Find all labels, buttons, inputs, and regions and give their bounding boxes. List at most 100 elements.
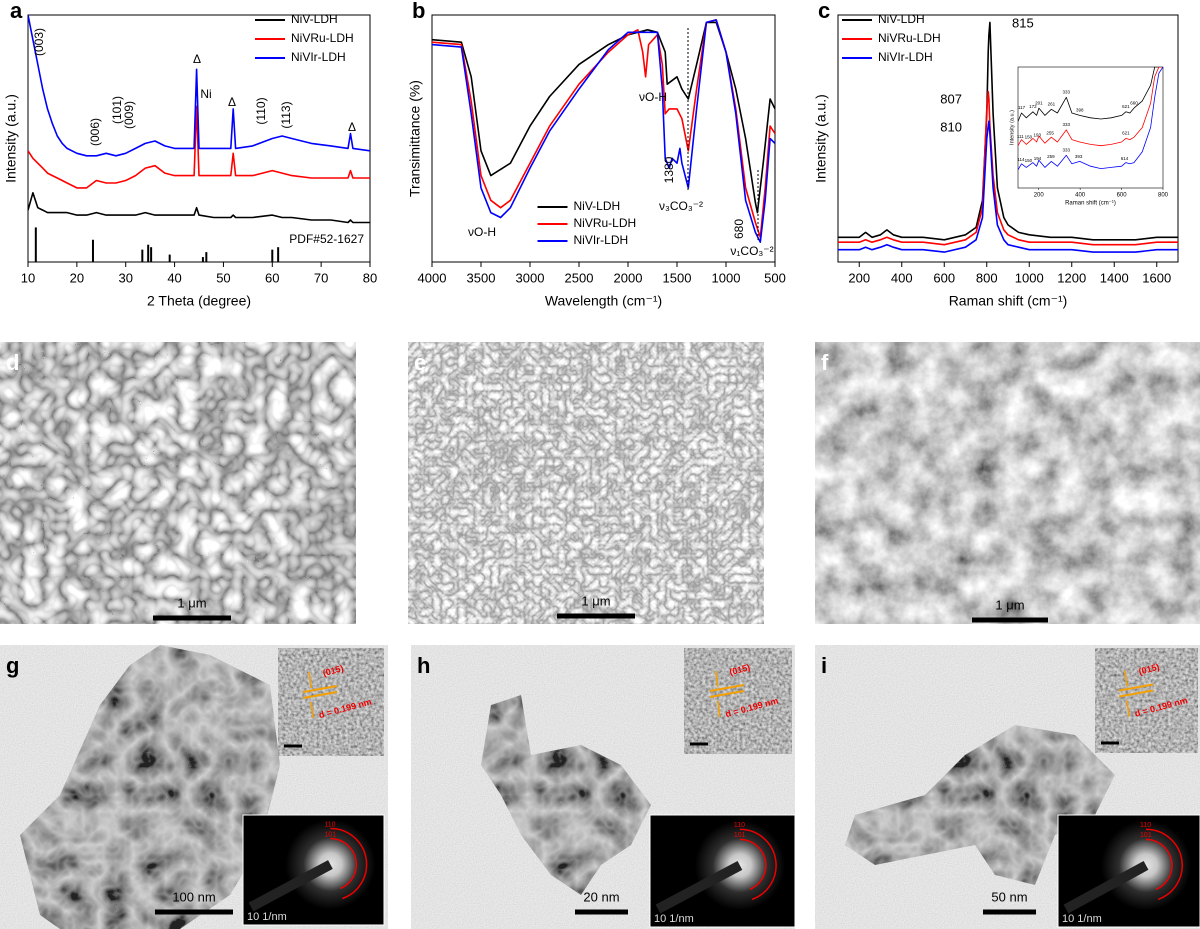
ring-label: 110 <box>324 821 335 828</box>
x-tick-label: 3500 <box>467 270 496 285</box>
x-tick-label: 200 <box>1034 193 1045 199</box>
micrograph: d 1 μm <box>0 342 356 624</box>
x-axis-label: Wavelength (cm⁻¹) <box>545 293 662 309</box>
ring-label: 101 <box>324 831 336 838</box>
arrow <box>717 700 721 718</box>
specimen <box>845 725 1115 885</box>
annotation: νO-H <box>468 225 496 239</box>
annotation: ν₃CO₃⁻² <box>659 199 703 213</box>
peak-label: 810 <box>940 119 962 134</box>
ring-label: 101 <box>1140 832 1152 839</box>
annotation: ν₁CO₃⁻² <box>730 244 773 258</box>
lattice-line <box>709 690 744 698</box>
peak-label: 614 <box>1121 156 1129 161</box>
y-axis-label: Intensity (a.u.) <box>1009 110 1015 145</box>
peak-label: 117 <box>1018 105 1026 110</box>
annotation: 1380 <box>662 156 676 183</box>
x-axis-label: Raman shift (cm⁻¹) <box>1065 201 1116 207</box>
ring-label: 110 <box>734 822 745 829</box>
ring-label: 110 <box>1140 822 1151 829</box>
inset-chart: 200 400 600 800 Raman shift (cm⁻¹) Intensity … <box>1009 66 1169 207</box>
x-tick-label: 60 <box>265 270 279 285</box>
series-line <box>1018 67 1163 171</box>
series-group <box>28 15 370 224</box>
ring-arc <box>1146 838 1173 891</box>
chart: b 4000 3500 3000 2500 2000 1500 1000 500 Waveleng… <box>407 0 786 309</box>
annotation: 680 <box>732 219 746 239</box>
peak-label: 398 <box>1076 108 1084 113</box>
x-tick-label: 400 <box>1075 193 1086 199</box>
plot-frame <box>1017 66 1164 189</box>
peak-label: 255 <box>1046 131 1054 136</box>
x-tick-label: 400 <box>891 270 913 285</box>
x-tick-label: 200 <box>848 270 870 285</box>
x-tick-label: 500 <box>764 270 786 285</box>
peak-label: 193 <box>1034 133 1042 138</box>
scale-bar-label: 1 μm <box>581 593 610 608</box>
x-tick-label: 600 <box>1117 193 1128 199</box>
x-tick-label: 600 <box>933 270 955 285</box>
lattice-line <box>709 684 744 692</box>
peak-label: 660 <box>1130 100 1138 105</box>
hrtem-inset <box>1094 647 1199 754</box>
legend-label: NiVRu-LDH <box>878 31 941 45</box>
series-line <box>432 21 775 214</box>
legend-label: NiV-LDH <box>574 199 621 213</box>
series-group <box>838 21 1178 253</box>
legend-label: NiVIr-LDH <box>878 50 933 64</box>
series-line <box>432 19 775 239</box>
image-background <box>0 342 356 624</box>
peak-label: 114 <box>1017 157 1025 162</box>
panel-label: f <box>821 350 829 375</box>
ring-arc <box>739 828 777 901</box>
legend-label: NiVIr-LDH <box>574 233 629 247</box>
x-tick-label: 30 <box>118 270 132 285</box>
image-background <box>408 342 764 624</box>
panel-label: d <box>6 350 19 375</box>
peak-label: 393 <box>1075 154 1083 159</box>
series-group <box>432 19 775 243</box>
ring-arc <box>739 838 767 891</box>
lattice-line <box>302 685 338 693</box>
specimen <box>20 645 280 929</box>
ring-arc <box>1146 828 1183 901</box>
x-tick-label: 3000 <box>516 270 545 285</box>
ring-label: 101 <box>734 832 746 839</box>
x-tick-label: 1000 <box>712 270 741 285</box>
x-tick-label: 800 <box>1158 193 1169 199</box>
annotation: Δ <box>348 120 356 134</box>
image-background <box>815 342 1200 624</box>
reference-label: PDF#52-1627 <box>289 232 364 246</box>
legend-label: NiVIr-LDH <box>291 50 346 64</box>
panel-label: c <box>818 0 830 23</box>
x-tick-label: 1000 <box>1015 270 1044 285</box>
series-line <box>28 15 370 157</box>
arrow <box>1126 700 1130 717</box>
beam-stop <box>655 860 743 914</box>
peak-label: 815 <box>1012 15 1034 30</box>
ring-arc <box>330 827 368 900</box>
arrow <box>715 670 719 688</box>
series-group <box>1018 67 1163 171</box>
saed-scale-label: 10 1/nm <box>1062 913 1102 925</box>
x-tick-label: 10 <box>21 270 35 285</box>
lattice-line <box>1118 683 1154 692</box>
peak-label: 172 <box>1029 104 1037 109</box>
peak-label: 621 <box>1122 131 1130 136</box>
x-tick-label: 20 <box>70 270 84 285</box>
micrograph: f 1 μm <box>815 342 1200 624</box>
x-tick-label: 1500 <box>663 270 692 285</box>
annotation: (110) <box>254 97 268 124</box>
x-axis-label: Raman shift (cm⁻¹) <box>949 293 1068 309</box>
x-tick-label: 1600 <box>1142 270 1171 285</box>
scale-bar-label: 1 μm <box>177 595 206 610</box>
x-tick-label: 800 <box>976 270 998 285</box>
lattice-line <box>302 691 338 699</box>
series-line <box>28 192 370 224</box>
panel-label: e <box>414 350 426 375</box>
series-line <box>1018 67 1163 147</box>
x-tick-label: 2000 <box>614 270 643 285</box>
series-line <box>838 21 1178 241</box>
